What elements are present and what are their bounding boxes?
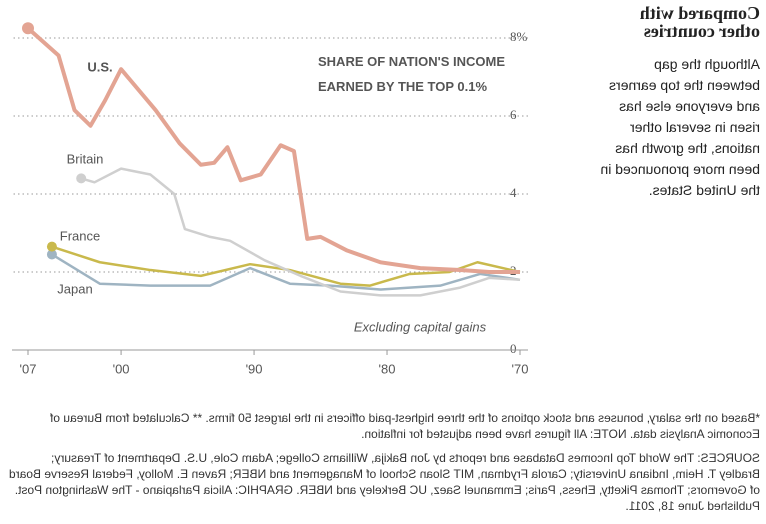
series-line [51, 253, 521, 291]
y-tick-label: 6 [510, 107, 517, 122]
y-tick-label: 4 [510, 185, 517, 200]
chart-title-line: EARNED BY THE TOP 0.1% [318, 79, 487, 94]
end-dot [22, 22, 34, 35]
y-tick-label: 8% [510, 29, 528, 44]
x-tick-label: '07 [20, 361, 37, 376]
series-line [80, 167, 521, 297]
series-label: Britain [67, 151, 104, 166]
end-dot [46, 241, 57, 252]
series-label: France [60, 228, 100, 243]
series-line [51, 245, 521, 287]
x-tick-label: '90 [246, 361, 263, 376]
series-line [26, 26, 520, 274]
sources: SOURCES: The World Top Incomes Database … [8, 451, 760, 513]
footnote: *Based on the salary, bonuses and stock … [50, 411, 760, 441]
series-label: Japan [57, 281, 92, 296]
chart-title: SHARE OF NATION'S INCOME EARNED BY THE TO… [318, 54, 505, 94]
annotation: Excluding capital gains [354, 319, 487, 334]
x-tick-label: '70 [512, 361, 529, 376]
end-dot [46, 249, 57, 260]
series-label: U.S. [87, 59, 112, 74]
x-tick-label: '00 [113, 361, 130, 376]
notes: *Based on the salary, bonuses and stock … [8, 410, 760, 522]
chart-title-line: SHARE OF NATION'S INCOME [318, 54, 505, 69]
end-dot [76, 173, 87, 184]
y-tick-label: 0 [510, 341, 517, 356]
x-tick-label: '80 [379, 361, 396, 376]
